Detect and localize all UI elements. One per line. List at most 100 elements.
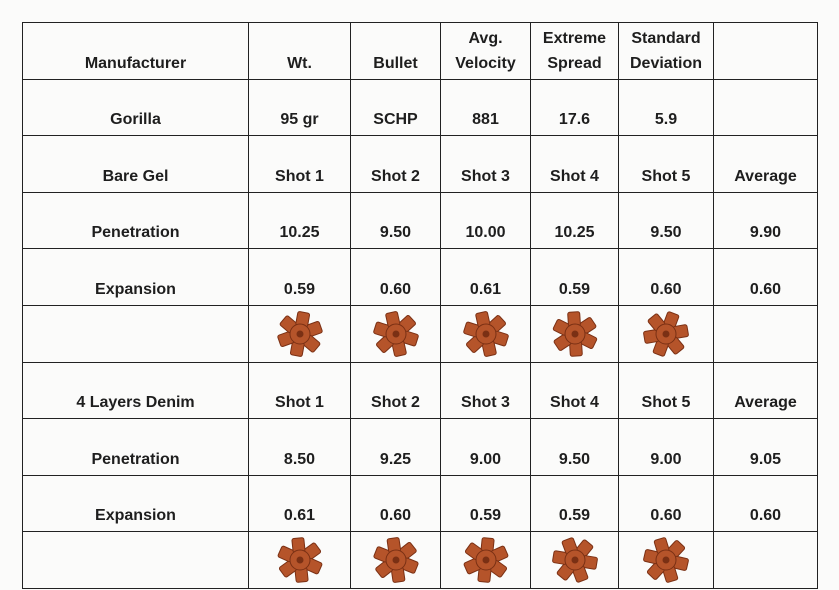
- load-velocity: 881: [441, 79, 531, 136]
- bullet-photo-cell: [531, 305, 619, 362]
- expanded-bullet-icon: [639, 309, 693, 359]
- expansion-value: 0.59: [531, 249, 619, 306]
- header-row: Manufacturer Wt. Bullet Avg. Velocity Ext…: [23, 23, 818, 80]
- load-deviation: 5.9: [619, 79, 714, 136]
- bullet-hollow: [571, 330, 578, 337]
- column-header: Shot 5: [619, 136, 714, 193]
- load-empty: [714, 79, 818, 136]
- expansion-value: 0.59: [249, 249, 351, 306]
- header-velocity-line1: Avg.: [468, 30, 502, 47]
- expanded-bullet-icon: [369, 535, 423, 585]
- bullet-hollow: [296, 330, 303, 337]
- penetration-row: Penetration 8.50 9.25 9.00 9.50 9.00 9.05: [23, 419, 818, 476]
- bullet-hollow: [296, 557, 303, 564]
- expanded-bullet-icon: [548, 309, 602, 359]
- bullet-hollow: [392, 330, 399, 337]
- column-header: Shot 3: [441, 362, 531, 419]
- column-header: Average: [714, 362, 818, 419]
- expansion-value: 0.60: [619, 249, 714, 306]
- empty-cell: [23, 532, 249, 589]
- empty-cell: [23, 305, 249, 362]
- paper-sheet: Manufacturer Wt. Bullet Avg. Velocity Ext…: [0, 0, 839, 590]
- section-header-row: Bare Gel Shot 1 Shot 2 Shot 3 Shot 4 Shot 5 Av…: [23, 136, 818, 193]
- expansion-value: 0.60: [619, 475, 714, 532]
- expanded-bullet-icon: [273, 309, 327, 359]
- expansion-value: 0.61: [249, 475, 351, 532]
- penetration-value: 9.50: [619, 192, 714, 249]
- section-title: 4 Layers Denim: [23, 362, 249, 419]
- column-header: Shot 5: [619, 362, 714, 419]
- column-header: Shot 3: [441, 136, 531, 193]
- header-bullet: Bullet: [351, 23, 441, 80]
- penetration-value: 9.50: [531, 419, 619, 476]
- penetration-value: 9.00: [619, 419, 714, 476]
- bullet-hollow: [482, 557, 489, 564]
- header-spread-line1: Extreme: [543, 30, 606, 47]
- column-header: Shot 4: [531, 136, 619, 193]
- expansion-row: Expansion 0.59 0.60 0.61 0.59 0.60 0.60: [23, 249, 818, 306]
- expansion-value: 0.59: [531, 475, 619, 532]
- empty-cell: [714, 305, 818, 362]
- column-header: Average: [714, 136, 818, 193]
- bullet-photo-cell: [351, 305, 441, 362]
- expansion-value: 0.60: [351, 475, 441, 532]
- expansion-value: 0.60: [351, 249, 441, 306]
- expanded-bullet-icon: [273, 535, 327, 585]
- header-deviation-line1: Standard: [631, 30, 700, 47]
- penetration-row: Penetration 10.25 9.50 10.00 10.25 9.50 9.90: [23, 192, 818, 249]
- bullet-photo-cell: [441, 532, 531, 589]
- header-manufacturer: Manufacturer: [23, 23, 249, 80]
- penetration-value: 10.25: [531, 192, 619, 249]
- expansion-label: Expansion: [23, 475, 249, 532]
- penetration-value: 10.00: [441, 192, 531, 249]
- penetration-value: 10.25: [249, 192, 351, 249]
- bullet-photo-cell: [531, 532, 619, 589]
- expanded-bullet-icon: [459, 309, 513, 359]
- penetration-value: 9.05: [714, 419, 818, 476]
- expansion-value: 0.59: [441, 475, 531, 532]
- column-header: Shot 4: [531, 362, 619, 419]
- bullet-photo-cell: [619, 532, 714, 589]
- bullet-photo-cell: [351, 532, 441, 589]
- column-header: Shot 2: [351, 136, 441, 193]
- load-row: Gorilla 95 gr SCHP 881 17.6 5.9: [23, 79, 818, 136]
- load-bullet: SCHP: [351, 79, 441, 136]
- section-title: Bare Gel: [23, 136, 249, 193]
- column-header: Shot 1: [249, 136, 351, 193]
- header-velocity-line2: Velocity: [455, 55, 515, 72]
- bullet-photo-row: [23, 305, 818, 362]
- bullet-hollow: [482, 330, 489, 337]
- penetration-value: 9.50: [351, 192, 441, 249]
- header-spread-line2: Spread: [547, 55, 601, 72]
- section-header-row: 4 Layers Denim Shot 1 Shot 2 Shot 3 Shot 4 Sh…: [23, 362, 818, 419]
- expansion-row: Expansion 0.61 0.60 0.59 0.59 0.60 0.60: [23, 475, 818, 532]
- penetration-label: Penetration: [23, 192, 249, 249]
- bullet-hollow: [392, 557, 399, 564]
- penetration-label: Penetration: [23, 419, 249, 476]
- penetration-value: 9.00: [441, 419, 531, 476]
- column-header: Shot 2: [351, 362, 441, 419]
- bullet-photo-cell: [619, 305, 714, 362]
- bullet-photo-cell: [249, 305, 351, 362]
- load-weight: 95 gr: [249, 79, 351, 136]
- bullet-hollow: [663, 557, 670, 564]
- bullet-hollow: [571, 557, 578, 564]
- bullet-photo-cell: [441, 305, 531, 362]
- load-spread: 17.6: [531, 79, 619, 136]
- penetration-value: 9.25: [351, 419, 441, 476]
- expanded-bullet-icon: [548, 535, 602, 585]
- bullet-hollow: [663, 330, 670, 337]
- header-weight: Wt.: [249, 23, 351, 80]
- header-deviation: Standard Deviation: [619, 23, 714, 80]
- expanded-bullet-icon: [459, 535, 513, 585]
- expansion-value: 0.60: [714, 475, 818, 532]
- empty-cell: [714, 532, 818, 589]
- header-spread: Extreme Spread: [531, 23, 619, 80]
- bullet-photo-cell: [249, 532, 351, 589]
- header-empty: [714, 23, 818, 80]
- header-deviation-line2: Deviation: [630, 55, 702, 72]
- expansion-value: 0.60: [714, 249, 818, 306]
- header-velocity: Avg. Velocity: [441, 23, 531, 80]
- penetration-value: 9.90: [714, 192, 818, 249]
- penetration-value: 8.50: [249, 419, 351, 476]
